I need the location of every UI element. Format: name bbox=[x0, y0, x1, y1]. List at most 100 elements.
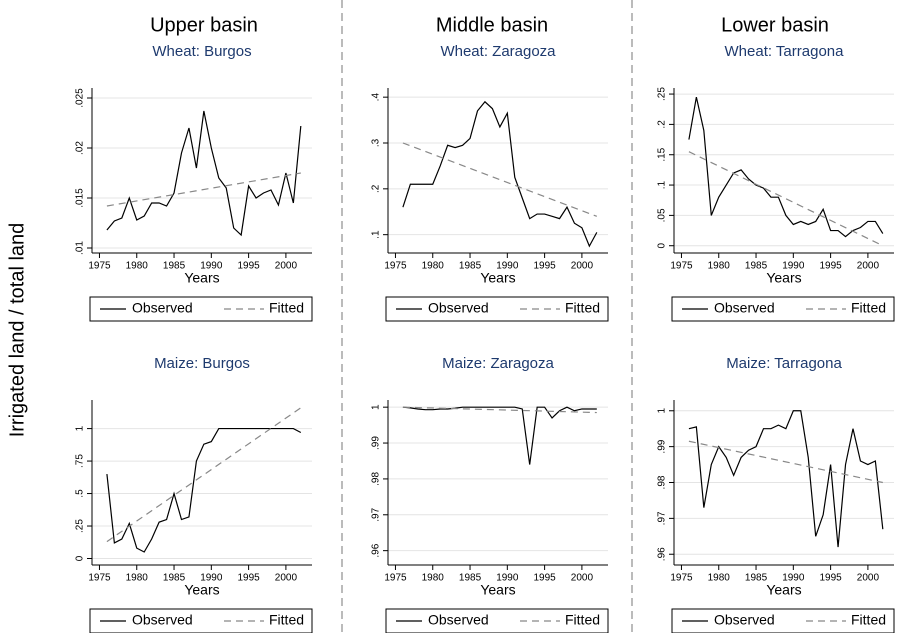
y-tick-label: .1 bbox=[657, 180, 668, 189]
y-tick-label: .05 bbox=[657, 208, 668, 222]
column-title: Middle basin bbox=[436, 14, 548, 36]
panel-title: Wheat: Burgos bbox=[152, 43, 251, 60]
legend-label: Fitted bbox=[851, 300, 886, 316]
x-axis-label: Years bbox=[766, 270, 801, 286]
x-tick-label: 1980 bbox=[708, 573, 731, 584]
y-tick-label: 1 bbox=[657, 408, 668, 414]
y-tick-label: 0 bbox=[75, 555, 86, 561]
y-tick-label: 0 bbox=[657, 243, 668, 249]
x-tick-label: 1975 bbox=[88, 573, 111, 584]
x-tick-label: 1995 bbox=[237, 573, 260, 584]
legend-box bbox=[385, 608, 609, 633]
y-tick-label: .3 bbox=[371, 138, 382, 147]
x-tick-label: 1975 bbox=[384, 261, 407, 272]
y-tick-label: .97 bbox=[657, 511, 668, 525]
x-tick-label: 1995 bbox=[819, 261, 842, 272]
x-axis-label: Years bbox=[184, 270, 219, 286]
y-tick-label: .015 bbox=[75, 188, 86, 208]
y-tick-label: 1 bbox=[75, 425, 86, 431]
y-tick-label: .5 bbox=[75, 489, 86, 498]
legend-label: Observed bbox=[714, 612, 775, 628]
column-title: Upper basin bbox=[150, 14, 258, 36]
x-axis-label: Years bbox=[480, 582, 515, 598]
y-tick-label: .25 bbox=[75, 519, 86, 533]
y-tick-label: .01 bbox=[75, 241, 86, 255]
x-tick-label: 1990 bbox=[200, 573, 223, 584]
y-tick-label: .4 bbox=[371, 93, 382, 102]
x-tick-label: 1990 bbox=[782, 573, 805, 584]
legend-box bbox=[89, 296, 313, 322]
y-tick-label: .75 bbox=[75, 454, 86, 468]
x-tick-label: 1995 bbox=[533, 573, 556, 584]
legend-box bbox=[671, 608, 895, 633]
x-tick-label: 1975 bbox=[670, 573, 693, 584]
column-title: Lower basin bbox=[721, 14, 829, 36]
x-tick-label: 1990 bbox=[496, 261, 519, 272]
y-tick-label: .2 bbox=[657, 120, 668, 129]
series-line bbox=[688, 410, 884, 548]
x-tick-label: 1975 bbox=[384, 573, 407, 584]
legend-label: Fitted bbox=[565, 300, 600, 316]
y-tick-label: .2 bbox=[371, 184, 382, 193]
legend-label: Observed bbox=[428, 300, 489, 316]
y-axis-label: Irrigated land / total land bbox=[6, 223, 28, 438]
x-tick-label: 2000 bbox=[857, 573, 880, 584]
series-line bbox=[688, 96, 884, 238]
series-line bbox=[402, 100, 598, 248]
x-tick-label: 2000 bbox=[275, 573, 298, 584]
y-tick-label: .1 bbox=[371, 230, 382, 239]
x-tick-label: 1985 bbox=[459, 573, 482, 584]
y-tick-label: 1 bbox=[371, 404, 382, 410]
x-tick-label: 1990 bbox=[782, 261, 805, 272]
panel-title: Maize: Tarragona bbox=[726, 355, 842, 372]
y-tick-label: .25 bbox=[657, 87, 668, 101]
x-axis-label: Years bbox=[184, 582, 219, 598]
legend-box bbox=[385, 296, 609, 322]
series-line bbox=[106, 427, 302, 553]
series-line bbox=[106, 110, 302, 237]
y-tick-label: .96 bbox=[371, 543, 382, 557]
x-tick-label: 1985 bbox=[459, 261, 482, 272]
series-line bbox=[106, 172, 301, 207]
x-tick-label: 1990 bbox=[496, 573, 519, 584]
x-tick-label: 2000 bbox=[275, 261, 298, 272]
legend-box bbox=[89, 608, 313, 633]
x-tick-label: 1995 bbox=[819, 573, 842, 584]
legend-label: Observed bbox=[132, 612, 193, 628]
panel-title: Maize: Burgos bbox=[154, 355, 250, 372]
x-tick-label: 1985 bbox=[745, 261, 768, 272]
x-tick-label: 1975 bbox=[670, 261, 693, 272]
x-tick-label: 1985 bbox=[163, 261, 186, 272]
x-tick-label: 1980 bbox=[708, 261, 731, 272]
x-tick-label: 1975 bbox=[88, 261, 111, 272]
x-tick-label: 1985 bbox=[745, 573, 768, 584]
x-axis-label: Years bbox=[766, 582, 801, 598]
legend-label: Fitted bbox=[851, 612, 886, 628]
x-tick-label: 1995 bbox=[237, 261, 260, 272]
panel-title: Maize: Zaragoza bbox=[442, 355, 554, 372]
x-tick-label: 1980 bbox=[126, 573, 149, 584]
x-tick-label: 2000 bbox=[571, 573, 594, 584]
x-tick-label: 1995 bbox=[533, 261, 556, 272]
legend-label: Observed bbox=[714, 300, 775, 316]
x-axis-label: Years bbox=[480, 270, 515, 286]
series-line bbox=[688, 440, 883, 484]
x-tick-label: 1990 bbox=[200, 261, 223, 272]
legend-label: Observed bbox=[428, 612, 489, 628]
x-tick-label: 1980 bbox=[422, 573, 445, 584]
y-tick-label: .025 bbox=[75, 88, 86, 108]
y-tick-label: .96 bbox=[657, 547, 668, 561]
series-line bbox=[402, 406, 597, 465]
series-line bbox=[402, 142, 598, 217]
legend-box bbox=[671, 296, 895, 322]
legend-label: Fitted bbox=[565, 612, 600, 628]
panel-title: Wheat: Zaragoza bbox=[440, 43, 556, 60]
legend-label: Fitted bbox=[269, 300, 304, 316]
x-tick-label: 1980 bbox=[422, 261, 445, 272]
y-tick-label: .97 bbox=[371, 507, 382, 521]
series-line bbox=[402, 406, 597, 414]
y-tick-label: .15 bbox=[657, 147, 668, 161]
y-tick-label: .02 bbox=[75, 141, 86, 155]
legend-label: Fitted bbox=[269, 612, 304, 628]
